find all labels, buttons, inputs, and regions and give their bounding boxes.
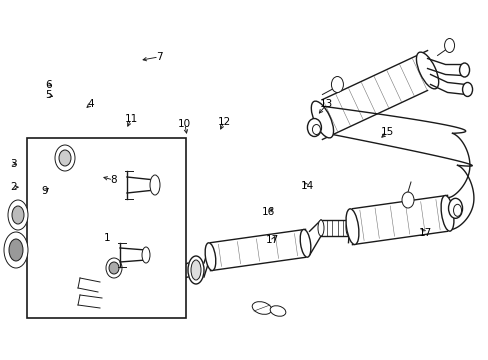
Text: 1: 1 (104, 233, 111, 243)
Ellipse shape (142, 247, 150, 263)
Text: 8: 8 (110, 175, 117, 185)
Ellipse shape (150, 175, 160, 195)
Text: 14: 14 (300, 181, 313, 192)
Ellipse shape (440, 195, 453, 231)
Text: 11: 11 (124, 114, 138, 124)
Ellipse shape (462, 82, 471, 96)
Ellipse shape (191, 260, 201, 280)
Text: 6: 6 (45, 80, 52, 90)
Ellipse shape (55, 145, 75, 171)
Ellipse shape (312, 125, 320, 135)
Text: 10: 10 (178, 119, 191, 129)
Ellipse shape (300, 229, 310, 257)
Ellipse shape (269, 306, 285, 316)
Ellipse shape (346, 220, 351, 236)
Ellipse shape (346, 209, 358, 244)
Text: 13: 13 (319, 99, 333, 109)
Ellipse shape (452, 204, 461, 216)
Ellipse shape (8, 200, 28, 230)
Ellipse shape (459, 63, 468, 77)
Ellipse shape (109, 262, 119, 274)
Text: 9: 9 (41, 186, 48, 196)
Bar (27, 138, 185, 318)
Ellipse shape (447, 198, 462, 218)
Text: 17: 17 (265, 235, 279, 246)
Ellipse shape (307, 118, 321, 136)
Ellipse shape (416, 52, 438, 89)
Ellipse shape (59, 150, 71, 166)
Ellipse shape (12, 206, 24, 224)
Text: 15: 15 (380, 127, 393, 138)
Text: 2: 2 (10, 182, 17, 192)
Ellipse shape (9, 239, 23, 261)
Ellipse shape (106, 258, 122, 278)
Ellipse shape (252, 302, 271, 314)
Text: 16: 16 (261, 207, 274, 217)
Text: 4: 4 (87, 99, 94, 109)
Ellipse shape (187, 256, 203, 284)
Text: 3: 3 (10, 159, 17, 169)
Text: 7: 7 (155, 52, 162, 62)
Text: 12: 12 (217, 117, 230, 127)
Ellipse shape (401, 192, 413, 208)
Ellipse shape (331, 77, 343, 93)
Ellipse shape (311, 101, 333, 138)
Ellipse shape (4, 232, 28, 268)
Ellipse shape (205, 243, 215, 271)
Text: 5: 5 (45, 90, 52, 100)
Ellipse shape (444, 39, 454, 53)
Text: 17: 17 (418, 228, 431, 238)
Ellipse shape (317, 220, 324, 236)
